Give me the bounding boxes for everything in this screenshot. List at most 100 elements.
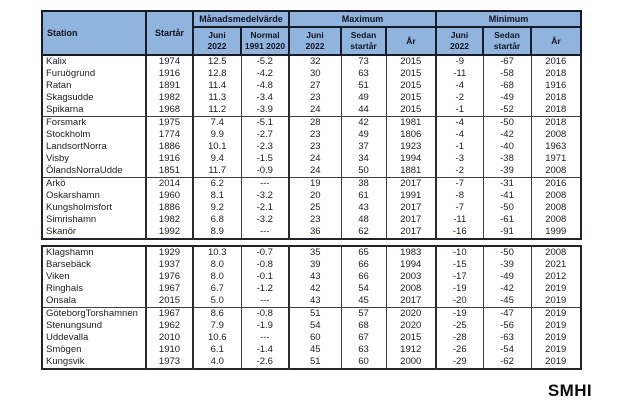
- subheader-normal-1991-2020: Normal 1991 2020: [239, 26, 291, 56]
- cell-value: 54: [340, 283, 387, 295]
- smhi-logo: SMHI: [547, 381, 592, 400]
- cell-value: -63: [482, 332, 532, 344]
- subheader-min-sedan-startar: Sedan startår: [482, 26, 533, 56]
- cell-station: Uddevalla: [41, 332, 147, 344]
- cell-station: Kalix: [41, 55, 147, 68]
- cell-value: 45: [288, 344, 342, 356]
- cell-value: 1960: [145, 190, 194, 202]
- cell-value: 48: [340, 214, 387, 226]
- cell-value: 4.0: [192, 356, 242, 369]
- cell-value: 2018: [530, 104, 582, 117]
- cell-value: 2008: [530, 246, 582, 259]
- cell-value: -2: [435, 92, 484, 104]
- subheader-line: startår: [493, 41, 521, 51]
- cell-value: 20: [288, 190, 342, 202]
- cell-value: 1963: [530, 141, 582, 153]
- cell-value: -50: [482, 202, 532, 214]
- cell-value: 23: [288, 214, 342, 226]
- cell-value: -31: [482, 177, 532, 190]
- cell-value: 57: [340, 307, 387, 320]
- cell-value: 2018: [530, 92, 582, 104]
- cell-value: 1881: [385, 165, 437, 178]
- cell-station: GöteborgTorshamnen: [41, 307, 147, 320]
- cell-value: 1971: [530, 153, 582, 165]
- cell-station: Kungsvik: [41, 356, 147, 369]
- table-row: Visby 1916 9.4 -1.5 24 34 1994 -3 -38 1971: [41, 153, 582, 165]
- cell-value: 2014: [145, 177, 194, 190]
- cell-value: 73: [340, 55, 387, 68]
- cell-station: Viken: [41, 271, 147, 283]
- cell-value: -4: [435, 129, 484, 141]
- cell-value: 2019: [530, 295, 582, 308]
- cell-value: 2017: [385, 177, 437, 190]
- cell-value: 1981: [385, 116, 437, 129]
- cell-value: 1994: [385, 259, 437, 271]
- cell-value: 2019: [530, 332, 582, 344]
- cell-value: 36: [288, 226, 342, 239]
- cell-value: -3.9: [240, 104, 290, 117]
- cell-value: -45: [482, 295, 532, 308]
- cell-value: -4: [435, 116, 484, 129]
- cell-station: Ringhals: [41, 283, 147, 295]
- cell-value: 2003: [385, 271, 437, 283]
- cell-value: 2008: [530, 190, 582, 202]
- cell-value: -2.6: [240, 356, 290, 369]
- cell-value: -9: [435, 55, 484, 68]
- cell-value: -19: [435, 307, 484, 320]
- table-row: Viken 1976 8.0 -0.1 43 66 2003 -17 -49 2012: [41, 271, 582, 283]
- cell-value: 10.6: [192, 332, 242, 344]
- cell-value: 8.9: [192, 226, 242, 239]
- cell-value: 60: [288, 332, 342, 344]
- table-header-group-row: Station Startår Månadsmedelvärde Maximum…: [41, 10, 583, 56]
- cell-value: 2015: [145, 295, 194, 308]
- subheader-min-juni-2022: Juni 2022: [435, 26, 485, 56]
- cell-value: -49: [482, 271, 532, 283]
- cell-value: 30: [288, 68, 342, 80]
- table-row: Barsebäck 1937 8.0 -0.8 39 66 1994 -15 -39 2021: [41, 259, 582, 271]
- cell-value: 43: [288, 295, 342, 308]
- cell-value: 24: [288, 165, 342, 178]
- cell-value: 2020: [385, 307, 437, 320]
- cell-value: -56: [482, 320, 532, 332]
- cell-value: -11: [435, 68, 484, 80]
- cell-value: 7.4: [192, 116, 242, 129]
- cell-value: -2.3: [240, 141, 290, 153]
- cell-value: -4.2: [240, 68, 290, 80]
- cell-value: -19: [435, 283, 484, 295]
- table-row: Kalix 1974 12.5 -5.2 32 73 2015 -9 -67 2016: [41, 55, 582, 68]
- cell-value: 49: [340, 92, 387, 104]
- cell-value: 45: [340, 295, 387, 308]
- cell-value: 37: [340, 141, 387, 153]
- cell-value: 2015: [385, 332, 437, 344]
- subheader-min-ar: År: [530, 26, 583, 56]
- subheader-line: Juni: [208, 30, 226, 41]
- cell-value: -20: [435, 295, 484, 308]
- cell-value: -4: [435, 80, 484, 92]
- cell-value: 43: [288, 271, 342, 283]
- table-body-block-2: Klagshamn 1929 10.3 -0.7 35 65 1983 -10 -50 2008 B…: [41, 246, 582, 369]
- cell-value: -2.7: [240, 129, 290, 141]
- data-table-block-1: Station Startår Månadsmedelvärde Maximum…: [41, 10, 583, 240]
- cell-value: 51: [288, 356, 342, 369]
- cell-value: 2015: [385, 68, 437, 80]
- cell-value: 12.8: [192, 68, 242, 80]
- subheader-line: 2022: [207, 41, 227, 51]
- cell-station: ÖlandsNorraUdde: [41, 165, 147, 178]
- cell-value: 66: [340, 271, 387, 283]
- cell-value: -0.1: [240, 271, 290, 283]
- table-row: LandsortNorra 1886 10.1 -2.3 23 37 1923 -1 -40 19…: [41, 141, 582, 153]
- cell-value: 6.2: [192, 177, 242, 190]
- table-header-sub-row: Juni 2022 Normal 1991 2020 Juni 2022 Sed…: [42, 26, 583, 56]
- table-row: Kungsholmsfort 1886 9.2 -2.1 25 43 2017 -7 -50 20…: [41, 202, 582, 214]
- table-row: Stenungsund 1962 7.9 -1.9 54 68 2020 -25 -56 2019: [41, 320, 582, 332]
- cell-value: 9.9: [192, 129, 242, 141]
- cell-value: -5.1: [240, 116, 290, 129]
- subheader-max-juni-2022: Juni 2022: [288, 26, 343, 56]
- cell-value: -47: [482, 307, 532, 320]
- subheader-line: 1991 2020: [244, 41, 286, 51]
- table-row: Forsmark 1975 7.4 -5.1 28 42 1981 -4 -50 2018: [41, 116, 582, 129]
- table-row: Skagsudde 1982 11.3 -3.4 23 49 2015 -2 -49 2018: [41, 92, 582, 104]
- cell-value: 9.4: [192, 153, 242, 165]
- cell-value: 2012: [530, 271, 582, 283]
- cell-value: 24: [288, 104, 342, 117]
